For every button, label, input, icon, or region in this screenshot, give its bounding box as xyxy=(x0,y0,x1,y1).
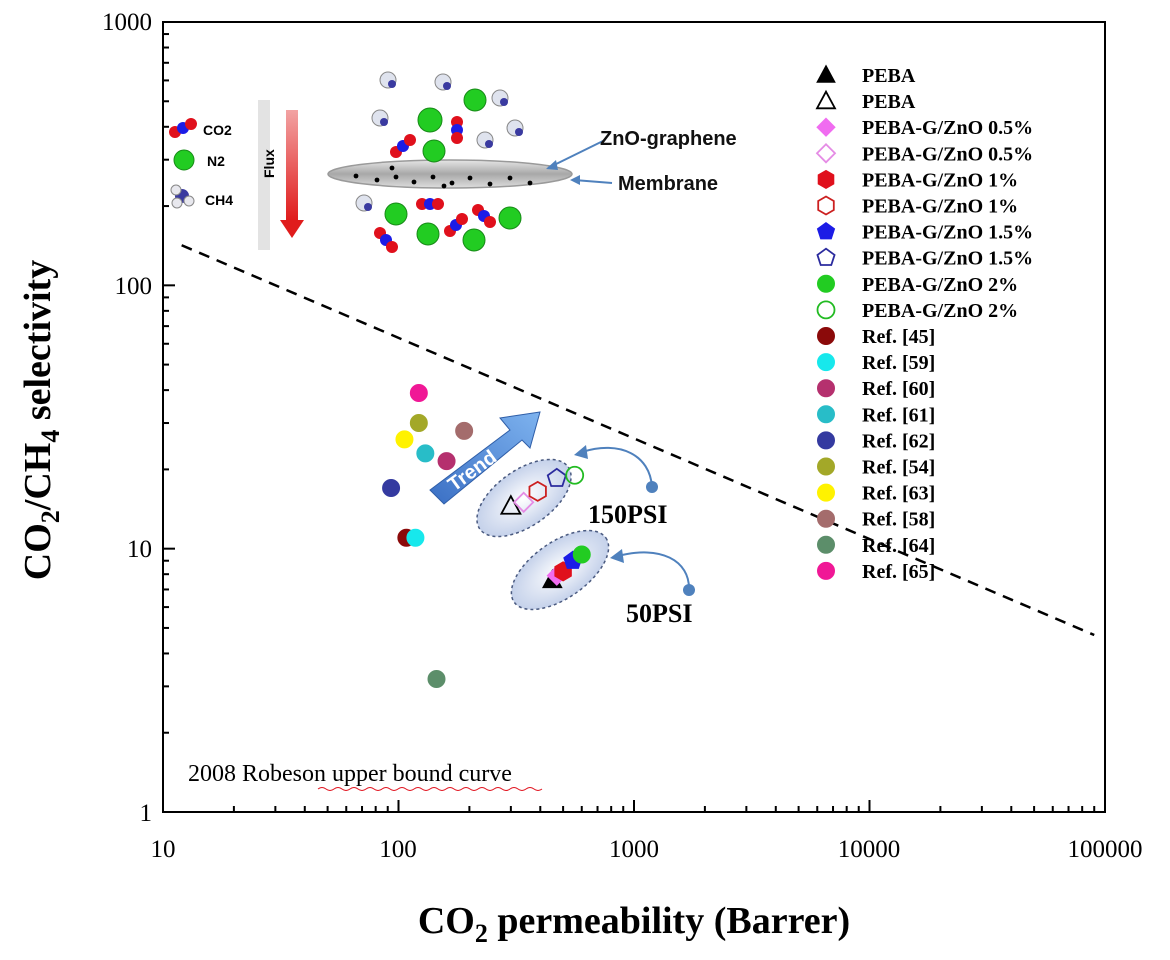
legend-label: Ref. [63] xyxy=(862,483,935,505)
flux-arrow xyxy=(286,110,298,220)
legend-marker xyxy=(817,353,835,372)
legend-label: Ref. [58] xyxy=(862,509,935,531)
data-point xyxy=(512,491,535,514)
legend-marker xyxy=(815,89,837,110)
legend-marker xyxy=(816,247,836,266)
legend-marker xyxy=(817,274,835,293)
y-tick-label: 1000 xyxy=(102,9,152,36)
legend-label: Ref. [64] xyxy=(862,535,935,557)
x-tick-label: 100 xyxy=(379,836,417,863)
legend-marker xyxy=(817,457,835,476)
legend-marker xyxy=(816,221,836,240)
ch4-molecule-icon xyxy=(170,184,195,209)
y-tick-label: 1 xyxy=(140,800,153,827)
data-point xyxy=(427,669,446,688)
legend-label: PEBA xyxy=(862,65,916,87)
ch4-key-label: CH4 xyxy=(205,192,233,208)
co2-key-label: CO2 xyxy=(203,122,232,138)
membrane-illustration: Flux ZnO-graphene Membrane CO2 N2 xyxy=(169,71,737,253)
data-point xyxy=(409,414,428,433)
legend-label: PEBA-G/ZnO 0.5% xyxy=(862,143,1033,165)
legend-marker xyxy=(816,300,836,320)
legend-marker xyxy=(817,509,835,528)
legend-marker xyxy=(817,379,835,398)
robeson-upper-bound-line xyxy=(181,244,1095,637)
co2-molecule-icon xyxy=(169,118,197,138)
molecules-feed xyxy=(371,71,524,163)
legend-marker xyxy=(817,169,835,189)
molecules-permeate xyxy=(355,194,522,253)
robeson-caption: 2008 Robeson upper bound curve xyxy=(188,761,512,787)
legend-marker xyxy=(817,195,835,216)
legend-label: Ref. [61] xyxy=(862,404,935,426)
legend-marker xyxy=(817,405,835,424)
x-tick-label: 10000 xyxy=(838,836,901,863)
x-tick-label: 100000 xyxy=(1068,836,1143,863)
legend-marker xyxy=(817,327,835,345)
flux-arrow-head xyxy=(280,220,304,238)
data-point xyxy=(382,478,401,497)
membrane-label: Membrane xyxy=(618,173,718,195)
membrane-pointer xyxy=(573,179,613,184)
legend-marker xyxy=(815,143,837,164)
psi-50-label: 50PSI xyxy=(626,599,692,628)
zno-graphene-dots xyxy=(353,165,533,189)
psi-150-label: 150PSI xyxy=(588,500,667,529)
legend-label: Ref. [65] xyxy=(862,561,935,583)
n2-molecule-icon xyxy=(173,149,195,171)
x-tick-label: 1000 xyxy=(609,836,659,863)
axis-ticks xyxy=(162,33,1096,813)
legend-label: PEBA-G/ZnO 2% xyxy=(862,274,1018,296)
n2-key-label: N2 xyxy=(207,153,225,169)
membrane-sheet xyxy=(327,159,573,189)
legend-marker xyxy=(817,483,835,502)
legend: PEBA PEBA PEBA-G/ZnO 0.5% PEBA-G/ZnO 0.5% PE… xyxy=(815,64,1033,583)
data-point xyxy=(528,480,547,502)
data-point xyxy=(572,545,591,564)
legend-label: Ref. [62] xyxy=(862,430,935,452)
legend-label: PEBA-G/ZnO 0.5% xyxy=(862,117,1033,139)
callout-150psi-arrow xyxy=(581,447,653,488)
data-point xyxy=(395,430,414,449)
legend-marker xyxy=(817,535,835,554)
legend-marker xyxy=(816,64,836,83)
legend-label: Ref. [60] xyxy=(862,378,935,400)
y-axis-title: CO2/CH4 selectivity xyxy=(17,260,65,580)
high-pressure-group xyxy=(476,458,572,538)
data-point xyxy=(437,452,456,471)
legend-marker xyxy=(817,431,835,450)
y-tick-label: 100 xyxy=(115,273,153,300)
legend-label: PEBA xyxy=(862,91,916,113)
legend-label: Ref. [45] xyxy=(862,326,935,348)
x-axis-title: CO2 permeability (Barrer) xyxy=(418,900,850,948)
spellcheck-underline xyxy=(317,787,543,791)
data-points xyxy=(382,384,591,688)
legend-marker xyxy=(816,117,836,137)
callout-50psi-arrow xyxy=(617,551,691,591)
legend-label: Ref. [59] xyxy=(862,352,935,374)
legend-label: PEBA-G/ZnO 2% xyxy=(862,300,1018,322)
data-point xyxy=(416,444,435,463)
legend-label: PEBA-G/ZnO 1% xyxy=(862,169,1018,191)
legend-label: Ref. [54] xyxy=(862,457,935,479)
legend-label: PEBA-G/ZnO 1.5% xyxy=(862,248,1033,270)
y-tick-label: 10 xyxy=(127,536,152,563)
zno-pointer xyxy=(547,139,606,169)
legend-label: PEBA-G/ZnO 1% xyxy=(862,196,1018,218)
data-point xyxy=(565,465,585,485)
data-point xyxy=(406,528,425,547)
legend-label: PEBA-G/ZnO 1.5% xyxy=(862,222,1033,244)
data-point xyxy=(455,421,474,440)
flux-label: Flux xyxy=(261,149,277,178)
x-tick-label: 10 xyxy=(151,836,176,863)
legend-marker xyxy=(817,561,835,580)
data-point xyxy=(409,384,428,403)
data-point xyxy=(546,467,567,487)
zno-graphene-label: ZnO-graphene xyxy=(600,128,737,150)
